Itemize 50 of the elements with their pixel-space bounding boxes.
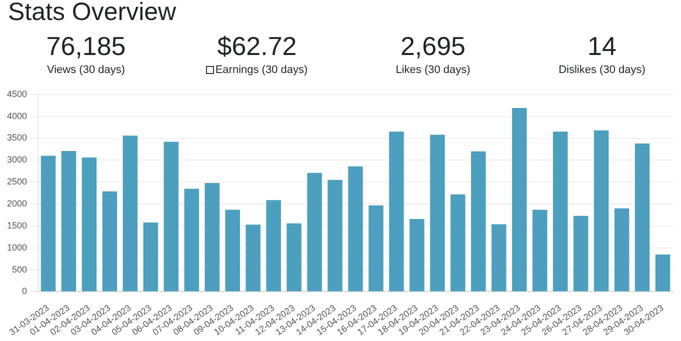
text: Earnings (30 days) (215, 64, 308, 76)
bar (389, 132, 404, 292)
bar (368, 205, 384, 292)
y-tick-label: 2500 (6, 176, 28, 187)
bar (634, 144, 650, 292)
bar (532, 210, 548, 292)
bar (552, 132, 568, 292)
bar (450, 194, 466, 292)
text: 76,185 (45, 30, 127, 62)
text: Dislikes (30 days) (558, 64, 646, 76)
bar (40, 156, 56, 292)
bar (286, 223, 302, 292)
bar (594, 130, 609, 292)
bar (204, 182, 220, 292)
y-tick-label: 4000 (6, 110, 28, 121)
bar (573, 216, 588, 292)
bar (614, 208, 630, 292)
bar (61, 150, 76, 292)
y-tick-label: 1500 (6, 220, 28, 230)
y-tick-label: 0 (22, 286, 28, 296)
bar (307, 172, 322, 292)
bar (143, 222, 158, 292)
bar (492, 224, 506, 292)
y-tick-label: 3000 (6, 154, 28, 165)
bar (348, 166, 363, 292)
bar (471, 151, 486, 292)
y-tick-label: 500 (12, 264, 28, 274)
bar (410, 218, 424, 292)
bar (512, 108, 527, 292)
y-tick-label: 1000 (6, 242, 28, 252)
bar (82, 158, 97, 292)
bar (225, 210, 240, 292)
bar (102, 191, 118, 292)
text: Likes (30 days) (396, 64, 470, 76)
text: 2,695 (399, 30, 467, 62)
text: 14 (586, 30, 618, 62)
bar (655, 254, 670, 292)
text: $62.72 (216, 30, 298, 62)
text: Views (30 days) (46, 64, 126, 76)
bar (246, 224, 260, 292)
y-tick-label: 4500 (6, 88, 28, 99)
bar (122, 136, 138, 292)
bar (266, 200, 281, 292)
bar (164, 142, 179, 292)
bar (430, 134, 445, 292)
y-tick-label: 3500 (6, 132, 28, 143)
bar (328, 180, 342, 292)
y-tick-label: 2000 (6, 198, 28, 209)
text: Stats Overview (8, 0, 176, 27)
bar (184, 188, 200, 292)
